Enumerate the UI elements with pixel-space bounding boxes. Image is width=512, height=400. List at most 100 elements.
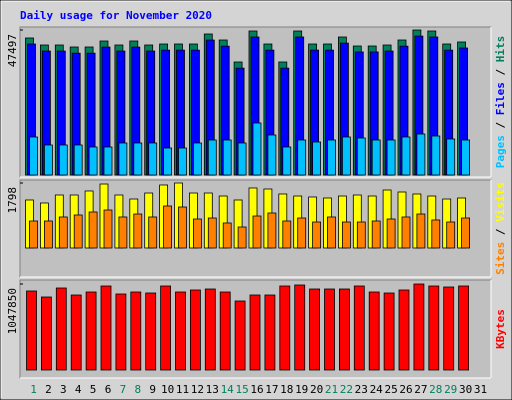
bar <box>279 285 291 371</box>
x-tick-label: 18 <box>280 383 293 396</box>
bar <box>163 205 173 249</box>
bar <box>428 285 440 371</box>
x-tick-label: 19 <box>295 383 308 396</box>
bar <box>338 288 350 371</box>
x-tick-label: 6 <box>105 383 112 396</box>
x-tick-label: 22 <box>340 383 353 396</box>
x-tick-label: 17 <box>265 383 278 396</box>
bar <box>73 214 83 249</box>
bar <box>446 221 456 249</box>
x-tick-label: 28 <box>429 383 442 396</box>
bar <box>282 220 292 249</box>
x-tick-label: 5 <box>90 383 97 396</box>
bar <box>446 138 456 176</box>
bar <box>458 285 470 371</box>
bar <box>237 142 247 176</box>
x-tick-label: 30 <box>459 383 472 396</box>
bar <box>70 294 82 371</box>
bar <box>416 213 426 249</box>
bar <box>341 136 351 176</box>
bar <box>192 218 202 249</box>
bar <box>383 292 395 371</box>
x-tick-label: 15 <box>235 383 248 396</box>
bar <box>413 283 425 371</box>
bar <box>145 292 157 371</box>
legend: KBytes <box>494 309 507 349</box>
bar <box>204 288 216 371</box>
bar <box>58 216 68 249</box>
bar <box>353 285 365 371</box>
bar <box>356 137 366 176</box>
legend-separator: / <box>494 115 507 135</box>
bar <box>148 216 158 249</box>
bar <box>252 215 262 249</box>
chart-title: Daily usage for November 2020 <box>20 9 212 22</box>
legend-entry: Visits <box>494 182 507 222</box>
bar <box>398 289 410 371</box>
x-tick-label: 14 <box>221 383 235 396</box>
x-tick-label: 31 <box>474 383 487 396</box>
x-tick-label: 8 <box>134 383 141 396</box>
x-tick-label: 11 <box>176 383 189 396</box>
x-tick-label: 24 <box>370 383 384 396</box>
bar <box>44 220 53 249</box>
bar <box>249 294 261 371</box>
bar <box>371 220 381 249</box>
bar <box>312 221 322 249</box>
bar <box>431 219 441 249</box>
bar <box>327 139 336 176</box>
bar <box>368 291 380 371</box>
bar <box>103 146 113 176</box>
legend-entry: Hits <box>494 36 507 63</box>
x-tick-label: 23 <box>355 383 368 396</box>
bar <box>309 288 321 371</box>
x-tick-label: 16 <box>250 383 263 396</box>
x-tick-label: 2 <box>45 383 52 396</box>
bar <box>327 216 336 249</box>
bar <box>192 142 202 176</box>
bar <box>88 146 98 176</box>
bar <box>416 133 426 176</box>
bar <box>160 285 172 371</box>
bar <box>189 289 201 371</box>
legend-separator: / <box>494 62 507 82</box>
bar <box>115 293 127 371</box>
y-tick-label: 47497 <box>6 34 19 67</box>
bar <box>207 139 217 176</box>
x-tick-label: 25 <box>384 383 397 396</box>
bar <box>297 139 307 176</box>
bar <box>267 134 277 176</box>
x-tick-label: 12 <box>191 383 204 396</box>
x-tick-label: 13 <box>206 383 219 396</box>
bar <box>297 217 307 249</box>
x-tick-label: 7 <box>120 383 127 396</box>
bar <box>85 291 97 371</box>
y-tick-label: 1047850 <box>6 288 19 334</box>
bar <box>118 142 128 176</box>
bar <box>207 217 217 249</box>
bar <box>103 209 113 249</box>
bar <box>148 142 158 176</box>
x-tick-label: 29 <box>444 383 457 396</box>
bar <box>55 287 67 371</box>
bar <box>100 285 112 371</box>
x-tick-label: 21 <box>325 383 338 396</box>
bar <box>443 286 455 371</box>
bar <box>44 144 53 176</box>
bar <box>234 300 246 371</box>
bar <box>222 222 232 249</box>
bar <box>294 284 306 371</box>
bar <box>41 296 52 371</box>
bar <box>73 144 83 176</box>
legend-entry: Sites <box>494 242 507 275</box>
bar <box>431 135 441 176</box>
bar <box>386 218 396 249</box>
bar <box>401 136 411 176</box>
bar <box>133 142 143 176</box>
bar <box>386 139 396 176</box>
bar <box>58 144 68 176</box>
legend-entry: Files <box>494 82 507 115</box>
bar <box>401 216 411 249</box>
bar <box>356 221 366 249</box>
bar <box>341 221 351 249</box>
